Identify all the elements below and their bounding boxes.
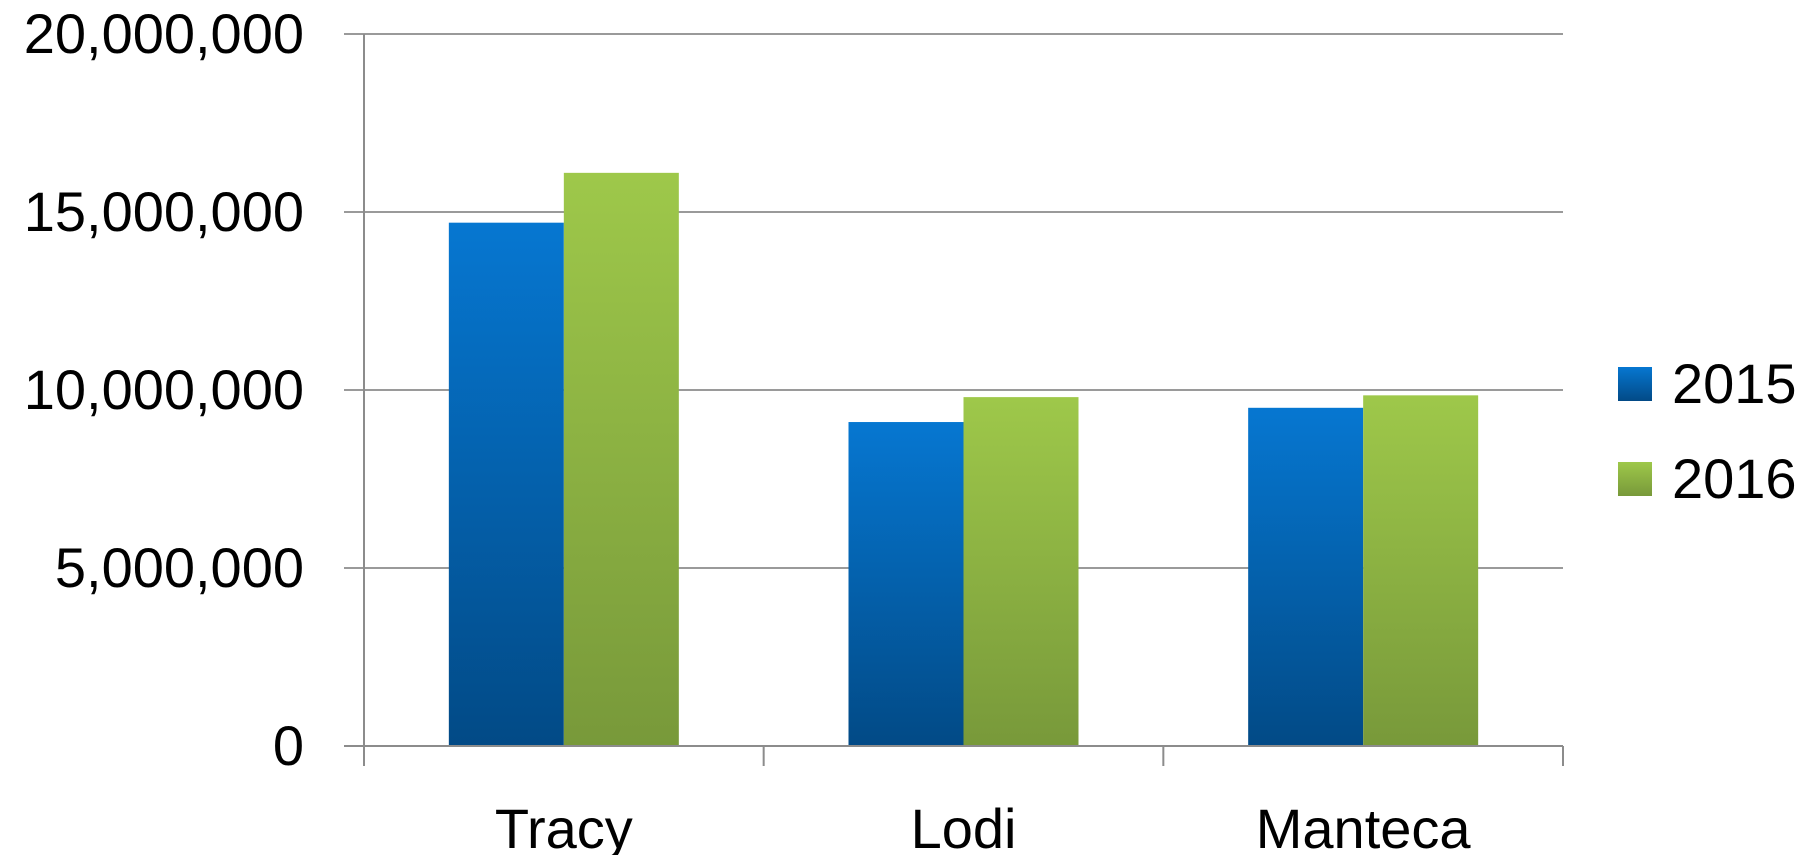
y-tick-labels: 0 5,000,000 10,000,000 15,000,000 20,000,000 [24, 2, 304, 777]
x-tick-label: Manteca [1256, 797, 1472, 855]
legend: 2015 2016 [1618, 352, 1797, 510]
axes [344, 34, 1564, 766]
legend-label: 2016 [1672, 447, 1797, 510]
legend-swatch-2015 [1618, 367, 1652, 401]
y-tick-label: 20,000,000 [24, 2, 304, 65]
bar-2016-tracy [563, 172, 679, 747]
y-tick-label: 0 [273, 714, 304, 777]
legend-label: 2015 [1672, 352, 1797, 415]
x-tick-label: Tracy [495, 797, 633, 855]
bar-2016-manteca [1363, 395, 1479, 746]
y-tick-label: 15,000,000 [24, 180, 304, 243]
y-tick-label: 5,000,000 [55, 536, 304, 599]
y-tick-label: 10,000,000 [24, 358, 304, 421]
bar-2015-lodi [848, 422, 964, 746]
bar-2015-tracy [448, 222, 564, 746]
legend-swatch-2016 [1618, 462, 1652, 496]
x-tick-labels: Tracy Lodi Manteca [495, 797, 1472, 855]
bar-2015-manteca [1248, 407, 1364, 746]
bar-2016-lodi [963, 397, 1079, 746]
bars [448, 172, 1479, 747]
x-tick-label: Lodi [911, 797, 1017, 855]
